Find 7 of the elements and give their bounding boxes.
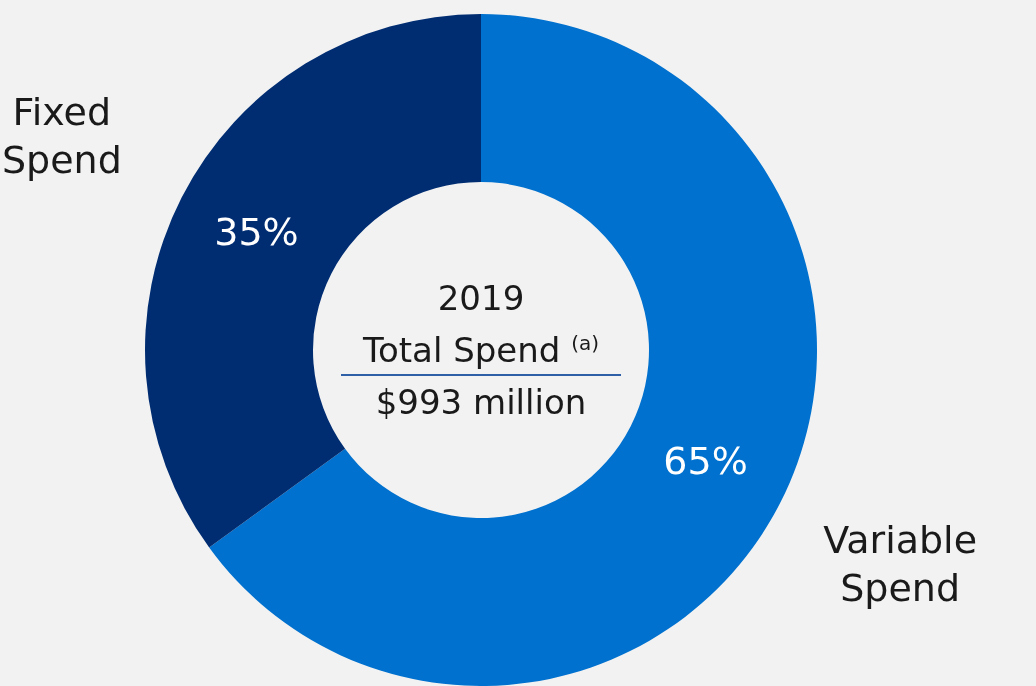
data-label: 35% <box>214 210 299 255</box>
text: Total Spend $^{(a)}$ <box>362 330 600 370</box>
text: 2019 <box>437 278 525 318</box>
slice-label: Variable Spend <box>823 516 978 612</box>
text: $993 million <box>375 382 587 422</box>
slice-label: Fixed Spend <box>1 89 122 185</box>
data-label: 65% <box>663 439 748 484</box>
